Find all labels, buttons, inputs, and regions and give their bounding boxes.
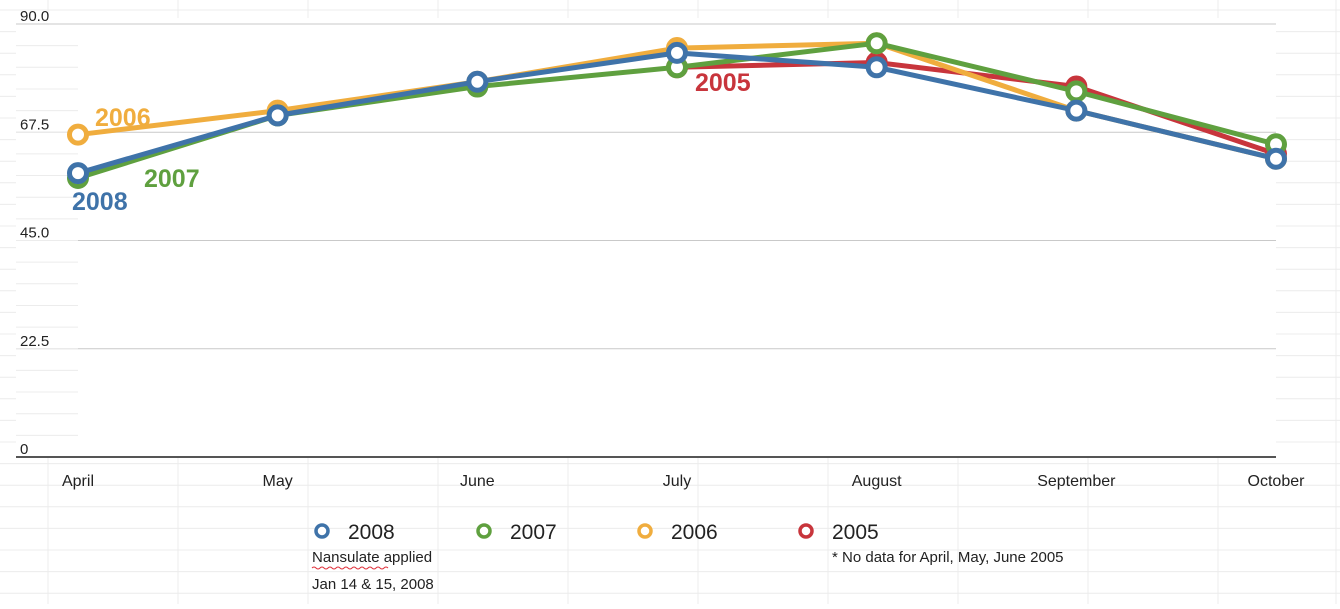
spellcheck-underline <box>311 566 389 570</box>
series-labels: 2006 2007 2008 2005 <box>72 69 751 216</box>
legend-marker <box>476 523 492 539</box>
data-point-2008 <box>266 104 289 127</box>
series-label-2006: 2006 <box>95 104 151 132</box>
series-label-2008: 2008 <box>72 188 128 216</box>
annotations: Nansulate applied Jan 14 & 15, 2008 * No… <box>311 549 1064 593</box>
no-data-note: * No data for April, May, June 2005 <box>832 549 1064 566</box>
legend-marker <box>798 523 814 539</box>
data-point-2008 <box>67 162 89 185</box>
legend: 2008 2007 2006 2005 <box>314 521 879 544</box>
series-layer <box>67 32 1287 189</box>
x-tick-label: May <box>263 473 293 490</box>
y-tick-label: 0 <box>20 441 28 458</box>
data-point-2007 <box>1065 80 1088 103</box>
series-label-2007: 2007 <box>144 165 200 193</box>
legend-label: 2006 <box>671 521 718 544</box>
nansulate-annotation-line2: Jan 14 & 15, 2008 <box>312 576 434 593</box>
y-tick-label: 45.0 <box>20 225 49 242</box>
legend-item-2007: 2007 <box>476 521 557 544</box>
nansulate-annotation-line1: Nansulate applied <box>312 549 432 566</box>
data-point-2008 <box>466 70 489 93</box>
legend-label: 2005 <box>832 521 879 544</box>
x-tick-label: April <box>62 473 94 490</box>
data-point-2008 <box>1265 147 1287 170</box>
legend-item-2006: 2006 <box>637 521 718 544</box>
series-label-2005: 2005 <box>695 69 751 97</box>
legend-marker <box>637 523 653 539</box>
legend-label: 2008 <box>348 521 395 544</box>
y-tick-label: 67.5 <box>20 116 49 133</box>
data-point-2006 <box>67 123 89 146</box>
x-tick-label: October <box>1248 473 1306 490</box>
data-point-2007 <box>865 32 888 55</box>
legend-label: 2007 <box>510 521 557 544</box>
x-tick-label: June <box>460 473 495 490</box>
data-point-2008 <box>865 56 888 79</box>
x-tick-label: July <box>663 473 691 490</box>
y-tick-label: 90.0 <box>20 8 49 25</box>
x-tick-label: August <box>852 473 902 490</box>
legend-item-2005: 2005 <box>798 521 879 544</box>
legend-item-2008: 2008 <box>314 521 395 544</box>
plot-area <box>16 18 1276 457</box>
y-tick-label: 22.5 <box>20 333 49 350</box>
data-point-2008 <box>1065 99 1088 122</box>
series-2008 <box>67 41 1287 185</box>
axes: 90.0 67.5 45.0 22.5 0 April May June July August S… <box>16 8 1305 490</box>
data-point-2008 <box>666 41 688 64</box>
legend-marker <box>314 523 330 539</box>
x-tick-label: September <box>1037 473 1116 490</box>
